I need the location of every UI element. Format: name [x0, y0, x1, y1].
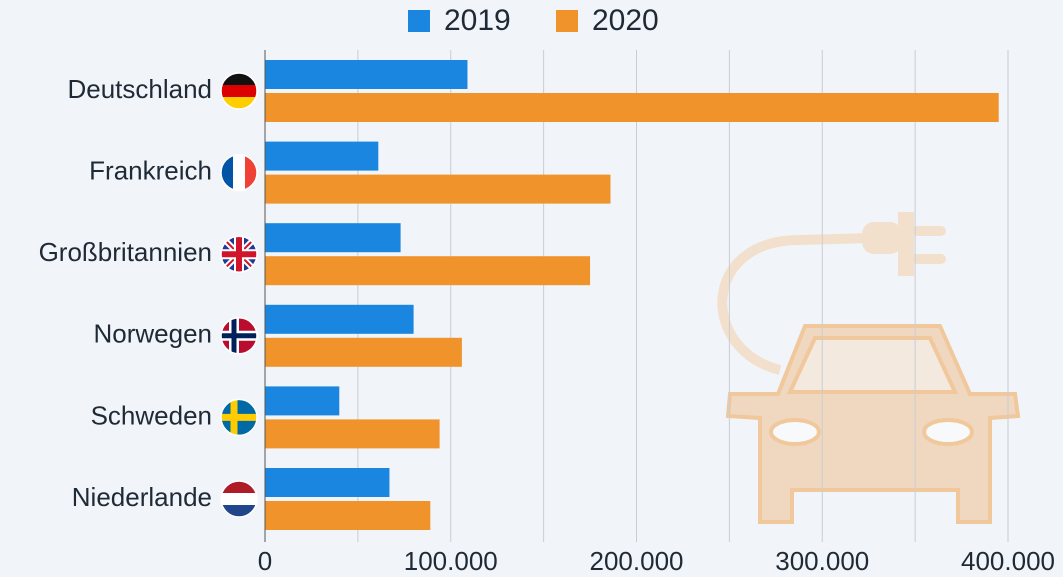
- flag-stripe: [221, 493, 257, 505]
- flag-icon: [221, 318, 257, 354]
- x-tick-label: 200.000: [590, 546, 684, 576]
- bar: [265, 175, 610, 204]
- flag-icon: [221, 481, 257, 517]
- x-tick-label: 400.000: [961, 546, 1055, 576]
- bar: [265, 305, 414, 334]
- y-tick-label: Schweden: [91, 400, 212, 430]
- flag-stripe: [221, 85, 257, 97]
- chart: 0 100.000 200.000 300.000 400.000 2019 2020 Deu…: [0, 0, 1063, 577]
- bar: [265, 338, 462, 367]
- bar: [265, 386, 339, 415]
- flag-icon: [221, 155, 257, 191]
- y-tick-label: Deutschland: [67, 74, 212, 104]
- y-tick-label: Frankreich: [89, 155, 212, 185]
- y-tick-label: Niederlande: [72, 482, 212, 512]
- bar: [265, 419, 440, 448]
- y-tick-label: Großbritannien: [39, 237, 212, 267]
- bar: [265, 223, 401, 252]
- legend-swatch: [408, 10, 430, 32]
- x-tick-label: 100.000: [404, 546, 498, 576]
- x-tick-label: 0: [258, 546, 272, 576]
- car-illustration: [722, 212, 1018, 522]
- bar: [265, 60, 467, 89]
- flag-stripe: [233, 155, 245, 191]
- bar: [265, 93, 999, 122]
- flag-icon: [221, 236, 257, 272]
- bar: [265, 256, 590, 285]
- bar: [265, 468, 389, 497]
- bar: [265, 142, 378, 171]
- legend-label: 2020: [592, 4, 659, 37]
- x-tick-label: 300.000: [775, 546, 869, 576]
- flag-icon: [221, 399, 257, 435]
- y-tick-label: Norwegen: [93, 319, 212, 349]
- flag-icon: [221, 73, 257, 109]
- legend-swatch: [556, 10, 578, 32]
- bar: [265, 501, 430, 530]
- legend-label: 2019: [444, 4, 511, 37]
